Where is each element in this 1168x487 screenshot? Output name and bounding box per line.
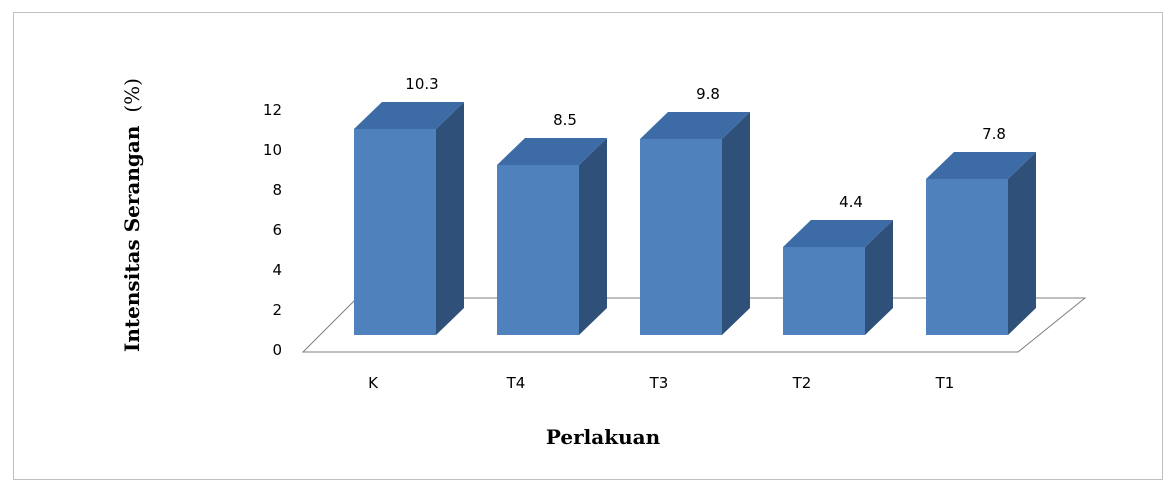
bar [926,152,1036,335]
y-tick-label: 2 [272,301,282,319]
bar-top [926,152,1036,179]
bar-front [640,139,722,335]
y-tick-label: 6 [272,221,282,239]
x-category-label: T2 [792,374,812,392]
bar [497,138,607,335]
bar-top [497,138,607,165]
bar-side [436,102,464,335]
bar-top [354,102,464,129]
bar-side [722,112,750,335]
bars [354,102,1036,335]
bar-side [1008,152,1036,335]
bar-front [783,247,865,335]
y-tick-label: 12 [263,101,282,119]
bar-front [926,179,1008,335]
x-category-label: K [368,374,379,392]
y-axis-title: Intensitas Serangan (%) [120,78,144,352]
x-category-label: T4 [506,374,526,392]
x-axis-categories: K T4 T3 T2 T1 [368,374,954,392]
bar [354,102,464,335]
bar [640,112,750,335]
y-axis-ticks: 0 2 4 6 8 10 12 [263,101,282,359]
bar [783,220,893,335]
bar-top [640,112,750,139]
data-label: 8.5 [553,111,577,129]
bar-front [497,165,579,335]
bar-side [579,138,607,335]
data-label: 9.8 [696,85,720,103]
data-label: 4.4 [839,193,863,211]
x-axis-title: Perlakuan [546,425,661,449]
data-label: 7.8 [982,125,1006,143]
bar-front [354,129,436,335]
y-tick-label: 4 [272,261,282,279]
x-category-label: T3 [649,374,669,392]
y-tick-label: 10 [263,141,282,159]
data-label: 10.3 [405,75,438,93]
bar-side [865,220,893,335]
bar-top [783,220,893,247]
data-labels: 10.3 8.5 9.8 4.4 7.8 [405,75,1006,211]
y-axis-unit: (%) [120,78,144,113]
y-tick-label: 8 [272,181,282,199]
y-tick-label: 0 [272,341,282,359]
x-category-label: T1 [935,374,955,392]
